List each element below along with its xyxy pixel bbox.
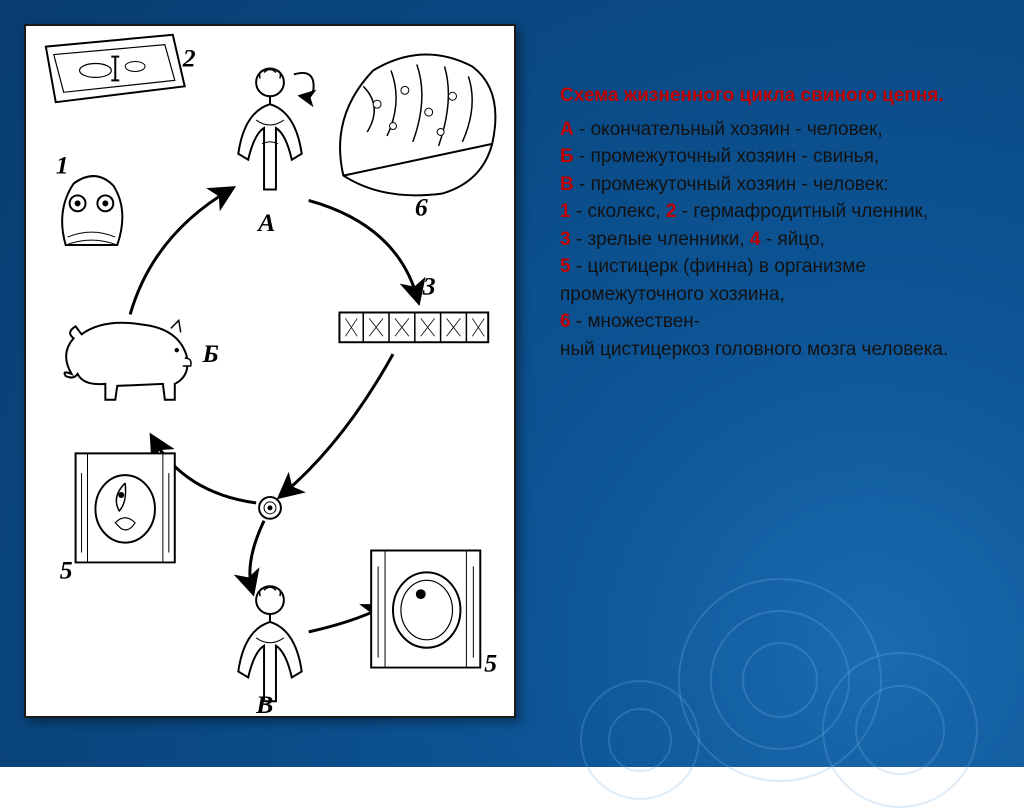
legend-line-5: 5 - цистицерк (финна) в организме	[560, 253, 990, 281]
legend-key-3: 3	[560, 229, 571, 250]
sketch-human-a	[238, 68, 301, 189]
legend-key-1: 1	[560, 201, 571, 222]
sketch-scolex	[62, 176, 122, 245]
arrow-a-to-3	[309, 200, 418, 299]
legend-text-2: - гермафродитный членник,	[676, 201, 928, 222]
legend-text-5: - цистицерк (финна) в организме	[571, 256, 866, 277]
legend-text-6c: ный цистицеркоз головного мозга человека…	[560, 339, 948, 360]
lifecycle-diagram: 1 2 3 5 5 6 А Б В	[24, 24, 516, 718]
legend-text-b: - промежуточный хозяин - свинья,	[574, 146, 880, 167]
legend-key-v: В	[560, 174, 574, 195]
legend-text: Схема жизненного цикла свиного цепня. А …	[560, 82, 990, 363]
legend-key-6: 6	[560, 311, 571, 332]
legend-text-6: - множествен-	[571, 311, 701, 332]
legend-text-v: - промежуточный хозяин - человек:	[574, 174, 889, 195]
arrow-3-to-4	[282, 354, 393, 495]
label-A: А	[256, 208, 275, 237]
arrow-b-to-a	[130, 189, 230, 314]
sketch-cysticercus-a	[76, 453, 175, 562]
legend-text-4: - яйцо,	[760, 229, 824, 250]
legend-title: Схема жизненного цикла свиного цепня.	[560, 82, 990, 110]
legend-key-b: Б	[560, 146, 574, 167]
legend-key-4: 4	[750, 229, 761, 250]
label-5a: 5	[60, 555, 73, 584]
sketch-human-v	[238, 586, 301, 701]
label-3: 3	[422, 272, 436, 301]
legend-key-2: 2	[666, 201, 677, 222]
arrow-4-to-v	[250, 521, 264, 590]
legend-line-34: 3 - зрелые членники, 4 - яйцо,	[560, 226, 990, 254]
label-B: Б	[202, 339, 219, 368]
legend-key-5: 5	[560, 256, 571, 277]
legend-line-12: 1 - сколекс, 2 - гермафродитный членник,	[560, 198, 990, 226]
label-1: 1	[56, 151, 69, 180]
legend-line-6: 6 - множествен-	[560, 308, 990, 336]
legend-line-b: Б - промежуточный хозяин - свинья,	[560, 143, 990, 171]
sketch-egg	[259, 497, 281, 519]
sketch-proglottid-slab	[46, 35, 185, 102]
legend-line-6c: ный цистицеркоз головного мозга человека…	[560, 336, 990, 364]
sketch-proglottids	[339, 312, 488, 342]
sketch-brain	[340, 55, 495, 196]
label-6: 6	[415, 192, 428, 221]
diagram-svg: 1 2 3 5 5 6 А Б В	[26, 26, 514, 716]
legend-text-5c: промежуточного хозяина,	[560, 284, 785, 305]
arrow-small-a	[294, 73, 314, 97]
label-V: В	[255, 690, 273, 716]
legend-line-v: В - промежуточный хозяин - человек:	[560, 171, 990, 199]
label-2: 2	[182, 43, 196, 72]
sketch-pig	[65, 320, 192, 399]
legend-line-5c: промежуточного хозяина,	[560, 281, 990, 309]
legend-line-a: А - окончательный хозяин - человек,	[560, 116, 990, 144]
legend-text-3: - зрелые членники,	[571, 229, 750, 250]
legend-title-text: Схема жизненного цикла свиного цепня.	[560, 85, 944, 106]
sketch-cysticercus-b	[371, 551, 480, 668]
legend-text-1: - сколекс,	[571, 201, 666, 222]
legend-key-a: А	[560, 119, 574, 140]
legend-text-a: - окончательный хозяин - человек,	[574, 119, 883, 140]
label-5b: 5	[484, 649, 497, 678]
